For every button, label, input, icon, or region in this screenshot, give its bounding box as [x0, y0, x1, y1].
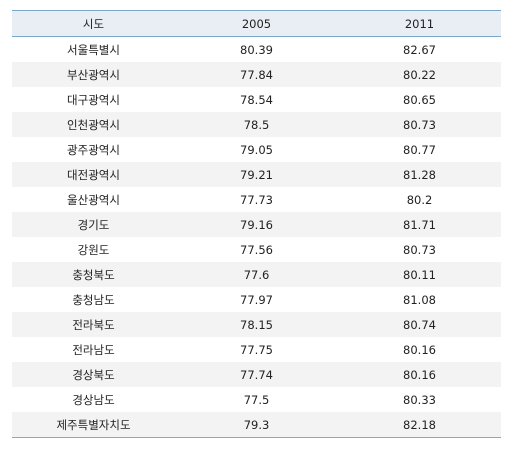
cell-region: 충청남도	[72, 292, 115, 307]
table-row: 충청남도 77.97 81.08	[12, 287, 501, 312]
cell-region: 강원도	[77, 242, 110, 257]
cell-region: 경상북도	[72, 367, 115, 382]
cell-region: 전라북도	[72, 317, 115, 332]
table-row: 전라북도 78.15 80.74	[12, 312, 501, 337]
cell-2011: 80.74	[403, 317, 436, 332]
table-row: 서울특별시 80.39 82.67	[12, 37, 501, 63]
cell-2005: 79.16	[240, 217, 273, 232]
cell-region: 대전광역시	[67, 167, 120, 182]
cell-2011: 80.16	[403, 342, 436, 357]
cell-2005: 77.56	[240, 242, 273, 257]
header-row: 시도 2005 2011	[12, 10, 501, 37]
cell-2011: 80.33	[403, 392, 436, 407]
cell-2011: 80.22	[403, 67, 436, 82]
table-row: 대구광역시 78.54 80.65	[12, 87, 501, 112]
cell-2011: 80.77	[403, 142, 436, 157]
cell-2011: 81.71	[403, 217, 436, 232]
cell-region: 경상남도	[72, 392, 115, 407]
cell-region: 부산광역시	[67, 67, 120, 82]
table-row: 대전광역시 79.21 81.28	[12, 162, 501, 187]
cell-2005: 77.84	[240, 67, 273, 82]
cell-2005: 78.15	[240, 317, 273, 332]
header-2011[interactable]: 2011	[338, 10, 501, 37]
table-row: 경기도 79.16 81.71	[12, 212, 501, 237]
cell-2005: 79.3	[175, 412, 338, 438]
table-row: 부산광역시 77.84 80.22	[12, 62, 501, 87]
cell-region: 전라남도	[72, 342, 115, 357]
cell-region: 충청북도	[72, 267, 115, 282]
table-row: 충청북도 77.6 80.11	[12, 262, 501, 287]
table-row: 광주광역시 79.05 80.77	[12, 137, 501, 162]
table-row: 강원도 77.56 80.73	[12, 237, 501, 262]
cell-2011: 80.73	[403, 117, 436, 132]
table-row: 전라남도 77.75 80.16	[12, 337, 501, 362]
cell-2005: 78.5	[243, 117, 270, 132]
cell-region: 제주특별자치도	[12, 412, 175, 438]
cell-region: 울산광역시	[67, 192, 120, 207]
cell-2011: 80.73	[403, 242, 436, 257]
table-header: 시도 2005 2011	[12, 10, 501, 37]
cell-2005: 77.97	[240, 292, 273, 307]
cell-2011: 80.65	[403, 92, 436, 107]
cell-2005: 77.75	[240, 342, 273, 357]
header-region[interactable]: 시도	[12, 10, 175, 37]
cell-2011: 80.2	[406, 192, 433, 207]
cell-2011: 81.08	[403, 292, 436, 307]
header-2005[interactable]: 2005	[175, 10, 338, 37]
cell-2005: 79.21	[240, 167, 273, 182]
cell-2005: 79.05	[240, 142, 273, 157]
table-row: 경상북도 77.74 80.16	[12, 362, 501, 387]
cell-2005: 78.54	[240, 92, 273, 107]
cell-2011: 82.18	[338, 412, 501, 438]
cell-region: 인천광역시	[67, 117, 120, 132]
cell-region: 경기도	[77, 217, 110, 232]
table-row: 경상남도 77.5 80.33	[12, 387, 501, 412]
cell-2005: 77.6	[243, 267, 270, 282]
cell-2011: 82.67	[403, 42, 436, 57]
table-row: 제주특별자치도 79.3 82.18	[12, 412, 501, 438]
cell-2005: 80.39	[240, 42, 273, 57]
cell-2005: 77.74	[240, 367, 273, 382]
cell-2011: 81.28	[403, 167, 436, 182]
table-row: 울산광역시 77.73 80.2	[12, 187, 501, 212]
data-table-container: 시도 2005 2011 서울특별시 80.39 82.67 부산광역시 77.84 80…	[12, 10, 501, 438]
cell-2005: 77.5	[243, 392, 270, 407]
cell-region: 광주광역시	[67, 142, 120, 157]
table-row: 인천광역시 78.5 80.73	[12, 112, 501, 137]
cell-2011: 80.11	[403, 267, 436, 282]
cell-region: 대구광역시	[67, 92, 120, 107]
cell-2005: 77.73	[240, 192, 273, 207]
life-expectancy-table: 시도 2005 2011 서울특별시 80.39 82.67 부산광역시 77.84 80…	[12, 10, 501, 438]
table-body: 서울특별시 80.39 82.67 부산광역시 77.84 80.22 대구광역시 78.54…	[12, 37, 501, 438]
cell-2011: 80.16	[403, 367, 436, 382]
cell-region: 서울특별시	[67, 42, 120, 57]
